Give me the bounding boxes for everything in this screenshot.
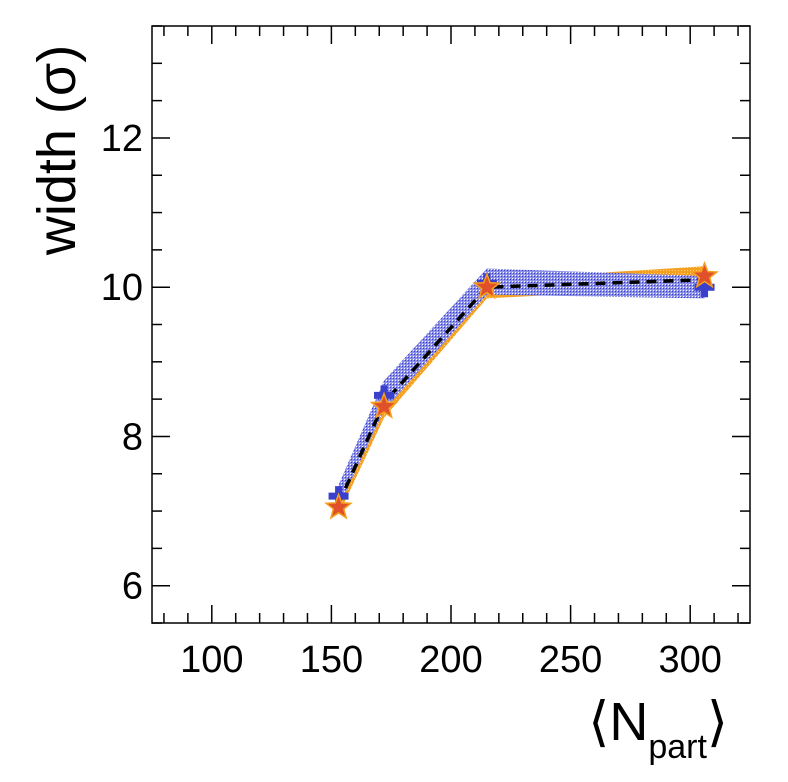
series-markers (324, 260, 719, 520)
x-tick-label: 200 (419, 639, 482, 681)
x-tick-label: 100 (180, 639, 243, 681)
orange-star-marker (690, 260, 719, 289)
x-axis-title-close: ⟩ (707, 692, 728, 752)
x-axis-title-subscript: part (648, 728, 707, 766)
y-tick-label: 8 (122, 416, 143, 458)
black-dashed-line (336, 277, 705, 505)
blue-cross-marker (694, 277, 715, 298)
y-axis-ticks: 6 8 10 12 (101, 25, 750, 624)
uncertainty-bands (338, 266, 705, 515)
x-tick-label: 250 (539, 639, 602, 681)
orange-star-marker (472, 272, 502, 300)
y-tick-label: 10 (101, 267, 143, 309)
x-tick-label: 150 (300, 639, 363, 681)
y-axis-title: width (σ) (27, 45, 87, 256)
orange-star-marker (369, 391, 399, 419)
x-axis-title: ⟨Npart⟩ (588, 692, 728, 766)
y-tick-label: 6 (122, 566, 143, 608)
y-tick-label: 12 (101, 118, 143, 160)
x-axis-ticks: 100 150 200 250 300 (163, 26, 739, 681)
x-tick-label: 300 (658, 639, 721, 681)
x-axis-title-main: ⟨N (588, 692, 648, 752)
orange-star-marker (324, 492, 353, 520)
series-lines (336, 277, 705, 505)
blue-cross-band-band (338, 268, 705, 508)
